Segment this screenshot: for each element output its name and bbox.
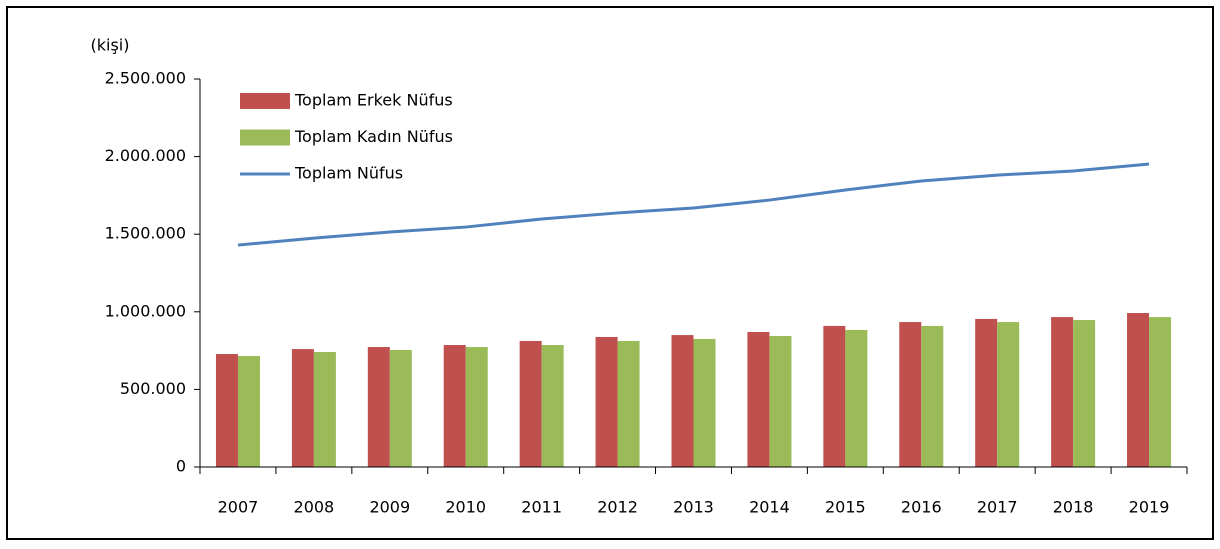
bar [465,347,488,467]
bar [921,325,944,467]
bar [443,345,466,467]
bar [671,335,694,467]
x-tick-label: 2010 [445,498,486,517]
x-tick-label: 2011 [521,498,562,517]
y-tick-label: 2.000.000 [105,146,186,165]
bar [541,345,564,467]
legend-swatch [240,129,290,146]
x-tick-label: 2017 [977,498,1018,517]
legend-label: Toplam Nüfus [294,164,403,183]
bar [215,354,238,467]
bar [595,336,618,467]
legend-label: Toplam Erkek Nüfus [294,91,453,110]
y-tick-label: 1.000.000 [105,301,186,320]
x-tick-label: 2016 [901,498,942,517]
bar [617,340,640,467]
x-tick-label: 2009 [369,498,410,517]
legend-swatch [240,93,290,109]
x-tick-label: 2015 [825,498,866,517]
bar [291,349,314,467]
bar [1073,320,1096,467]
bar [769,336,792,467]
bar [1149,317,1172,467]
y-axis-label: (kişi) [91,36,130,55]
bar [1127,313,1150,467]
bar [899,322,922,467]
bar [997,322,1020,467]
x-tick-label: 2014 [749,498,790,517]
bar [845,329,868,467]
y-tick-label: 2.500.000 [105,69,186,88]
y-tick-label: 500.000 [120,379,186,398]
x-tick-label: 2012 [597,498,638,517]
x-tick-label: 2013 [673,498,714,517]
x-tick-label: 2007 [218,498,259,517]
bar [693,338,716,467]
bar [747,331,770,467]
y-tick-label: 0 [176,457,186,476]
bar [975,318,998,467]
x-tick-label: 2019 [1129,498,1170,517]
bar [1051,317,1074,467]
legend-label: Toplam Kadın Nüfus [294,127,453,146]
line [237,162,1150,247]
bar [519,340,542,467]
bar [389,349,412,467]
bar [367,347,390,467]
bar [823,325,846,467]
x-tick-label: 2008 [294,498,335,517]
y-tick-label: 1.500.000 [105,224,186,243]
bar [237,356,260,467]
bar [313,351,336,467]
x-tick-label: 2018 [1053,498,1094,517]
